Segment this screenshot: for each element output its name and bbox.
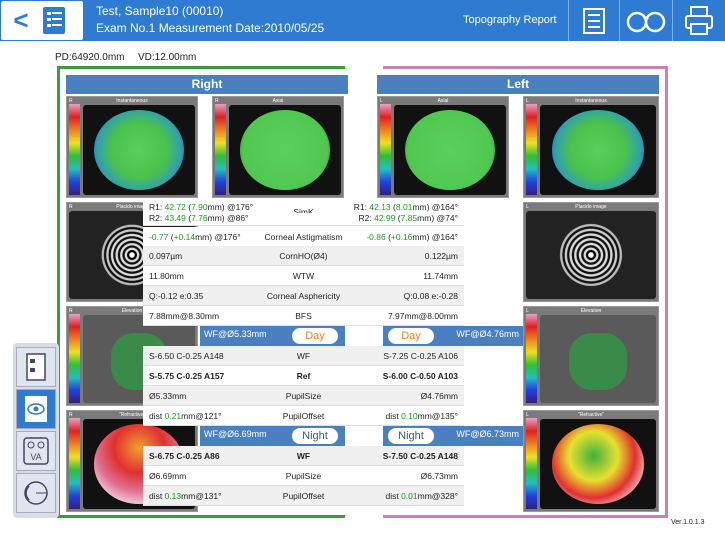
right-header: Right [66,75,348,94]
data-row: Q:-0.12 e:0.35 Q:0.08 e:-0.28 Corneal Asph… [143,286,464,306]
data-row: dist 0.13mm@131° dist 0.01mm@328° PupilOff… [143,486,464,506]
vd-value: VD:12.00mm [138,52,197,63]
report-list-icon [26,353,46,381]
report-title: Topography Report [463,14,557,26]
data-row: 7.88mm@8.30mm 7.97mm@8.00mm BFS [143,306,464,326]
data-row: S-5.75 C-0.25 A157 S-6.00 C-0.50 A103 Ref [143,366,464,386]
eye-section-icon [24,481,48,505]
day-pill-right[interactable]: Day [292,328,338,344]
exam-info: Exam No.1 Measurement Date:2010/05/25 [96,21,325,35]
day-pill-left[interactable]: Day [388,328,434,344]
data-row: Ø6.69mm Ø6.73mm PupilSize [143,466,464,486]
pd-value: PD:64920.0mm [55,52,125,63]
report-list-button[interactable] [16,347,56,387]
data-row: R2: 43.49 (7.76mm) @86° R2: 42.99 (7.85mm… [143,213,464,226]
version-label: Ver.1.0.1.3 [671,519,705,526]
print-button[interactable] [672,0,725,41]
night-pill-left[interactable]: Night [388,428,434,444]
left-placido-image[interactable]: L Placido image [523,202,659,302]
glasses-button[interactable] [619,0,669,41]
data-row: R1: 42.72 (7.90mm) @176° R1: 42.13 (8.01m… [143,202,464,217]
eye-section-button[interactable] [16,473,56,513]
top-bar: < Test, Sample10 (00010) Exam No.1 Measu… [0,0,725,41]
back-arrow-icon: < [13,5,29,35]
eye-map-icon [25,396,47,422]
report-icon [43,7,65,34]
data-row: Ø5.33mm Ø4.76mm PupilSize [143,386,464,406]
left-night-bar: Night WF@Ø6.73mm [383,426,523,446]
left-eye-frame [383,66,668,518]
night-pill-right[interactable]: Night [292,428,338,444]
right-day-bar: WF@Ø5.33mm Day [200,326,345,346]
right-axial-map[interactable]: R Axial [212,96,344,198]
right-instantaneous-map[interactable]: R Instantaneous [66,96,198,198]
left-day-bar: Day WF@Ø4.76mm [383,326,523,346]
data-row: S-6.75 C-0.25 A86 S-7.50 C-0.25 A148 WF [143,446,464,466]
left-instantaneous-map[interactable]: L Instantaneous [523,96,659,198]
svg-text:VA: VA [30,452,41,462]
left-elevation-map[interactable]: L Elevation [523,306,659,406]
left-refractive-map[interactable]: L "Refractive" [523,410,659,512]
report-view-button[interactable] [568,0,618,41]
data-row: S-6.50 C-0.25 A148 S-7.25 C-0.25 A106 WF [143,346,464,366]
back-button[interactable]: < [1,1,83,40]
right-night-bar: WF@Ø6.69mm Night [200,426,345,446]
visual-acuity-button[interactable]: VA [16,431,56,471]
data-row: 0.097µm 0.122µm CornHO(Ø4) [143,246,464,266]
print-report-icon [583,8,605,34]
printer-icon [685,6,713,35]
data-row: -0.77 (+0.14mm) @176° -0.86 (+0.16mm) @16… [143,227,464,247]
data-row: dist 0.21mm@121° dist 0.10mm@135° PupilOff… [143,406,464,426]
glasses-icon [626,11,666,33]
visual-acuity-icon: VA [23,437,49,465]
left-axial-map[interactable]: L Axial [377,96,509,198]
left-header: Left [377,75,659,94]
right-eye-frame [57,66,345,518]
eye-map-button[interactable] [16,389,56,429]
data-row: 11.80mm 11.74mm WTW [143,266,464,286]
patient-name: Test, Sample10 (00010) [96,4,224,18]
